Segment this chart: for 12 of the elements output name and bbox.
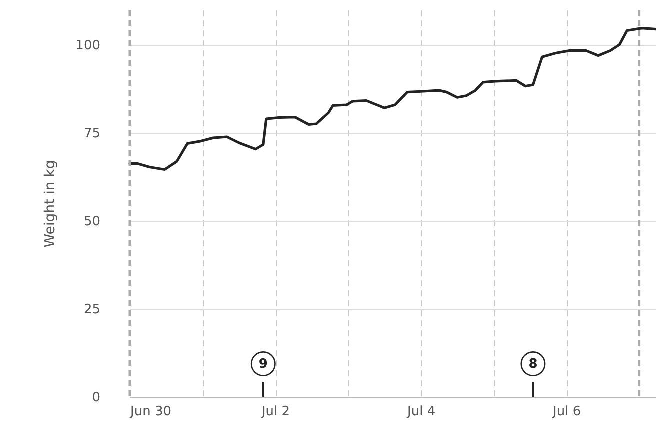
y-tick-label: 75 [84,126,100,142]
x-tick-label: Jul 2 [260,404,290,420]
x-tick-label: Jun 30 [130,404,172,420]
x-tick-label: Jul 4 [406,404,436,420]
y-tick-label: 25 [84,302,100,318]
x-tick-label: Jul 6 [552,404,582,420]
annotation: 9 [258,357,268,372]
annotation: 8 [528,357,538,372]
y-axis-title: Weight in kg [42,160,59,248]
y-tick-label: 0 [92,390,100,406]
y-tick-label: 100 [76,38,100,54]
y-tick-label: 50 [84,214,100,230]
